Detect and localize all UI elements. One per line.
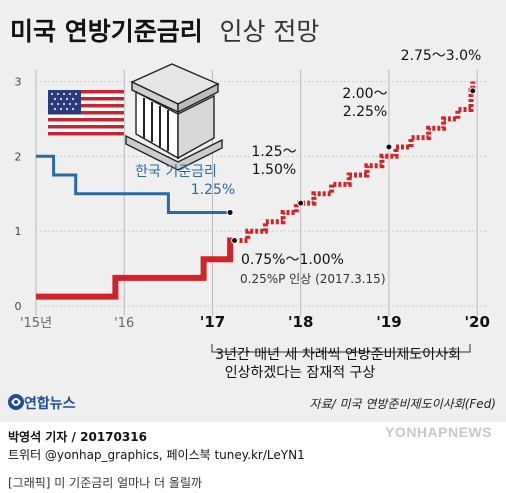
marker-dot bbox=[226, 208, 234, 216]
marker-dot bbox=[469, 87, 477, 95]
source-label: 자료/ 미국 연방준비제도이사회(Fed) bbox=[310, 397, 496, 411]
federal-building-icon bbox=[125, 63, 223, 171]
us-projected-line bbox=[234, 81, 476, 243]
kr-rate-label: 한국 기준금리 bbox=[135, 164, 217, 180]
marker-dot bbox=[231, 237, 239, 245]
x-tick-label: '17 bbox=[200, 313, 225, 331]
x-tick-label: '18 bbox=[288, 313, 313, 331]
annotation-2.75-3.0: 2.75～3.0% bbox=[401, 48, 482, 64]
y-tick-label: 1 bbox=[15, 225, 22, 238]
annotation-2.00: 2.00～ bbox=[342, 86, 387, 102]
us-rate-line bbox=[36, 237, 235, 300]
chart-title: 미국 연방기준금리 인상 전망 bbox=[10, 17, 319, 46]
kr-rate-value: 1.25% bbox=[191, 182, 235, 198]
annotation-1.25: 1.25～ bbox=[251, 144, 296, 160]
rate-chart: 0 1 2 3 '15년 '16 '17 '18 '19 '20 미국 연방기준금리 인상 전망 bbox=[8, 17, 496, 412]
chart-title-sub: 인상 전망 bbox=[219, 17, 319, 46]
x-axis-ticks: '15년 '16 '17 '18 '19 '20 bbox=[20, 313, 490, 331]
infographic: 0 1 2 3 '15년 '16 '17 '18 '19 '20 미국 연방기준금리 인상 전망 bbox=[0, 0, 506, 422]
photo-credit: YONHAPNEWS bbox=[385, 424, 492, 440]
projection-bracket bbox=[211, 344, 471, 353]
us-flag-icon bbox=[48, 90, 124, 136]
annotation-2.25: 2.25% bbox=[343, 104, 387, 120]
annotation-hike: 0.25%P 인상 (2017.3.15) bbox=[240, 272, 386, 286]
y-axis-ticks: 0 1 2 3 bbox=[15, 75, 22, 313]
y-tick-label: 0 bbox=[15, 300, 22, 313]
agency-label: 연합뉴스 bbox=[24, 395, 76, 412]
byline: 박영석 기자 / 20170316 bbox=[8, 430, 147, 444]
y-tick-label: 3 bbox=[15, 75, 22, 88]
social-line: 트위터 @yonhap_graphics, 페이스북 tuney.kr/LeYN… bbox=[8, 448, 305, 462]
annotation-0.75-1.00: 0.75%～1.00% bbox=[241, 252, 344, 268]
yonhap-logo-icon bbox=[8, 394, 24, 410]
x-tick-label: '16 bbox=[114, 316, 134, 331]
projection-note-1: 3년간 매년 세 차례씩 연방준비제도이사회 bbox=[215, 347, 461, 363]
projection-note-2: 인상하겠다는 잠재적 구상 bbox=[225, 365, 376, 381]
marker-dot bbox=[297, 199, 305, 207]
y-tick-label: 2 bbox=[15, 150, 22, 163]
x-tick-label: '19 bbox=[376, 313, 401, 331]
annotation-1.50: 1.50% bbox=[252, 162, 296, 178]
marker-dot bbox=[385, 143, 393, 151]
image-caption: [그래픽] 미 기준금리 얼마나 더 올릴까 bbox=[8, 476, 203, 490]
x-tick-label: '20 bbox=[464, 313, 489, 331]
x-tick-label: '15년 bbox=[20, 316, 52, 331]
series bbox=[36, 81, 477, 300]
chart-title-main: 미국 연방기준금리 bbox=[10, 17, 203, 46]
kr-rate-line bbox=[36, 154, 231, 214]
